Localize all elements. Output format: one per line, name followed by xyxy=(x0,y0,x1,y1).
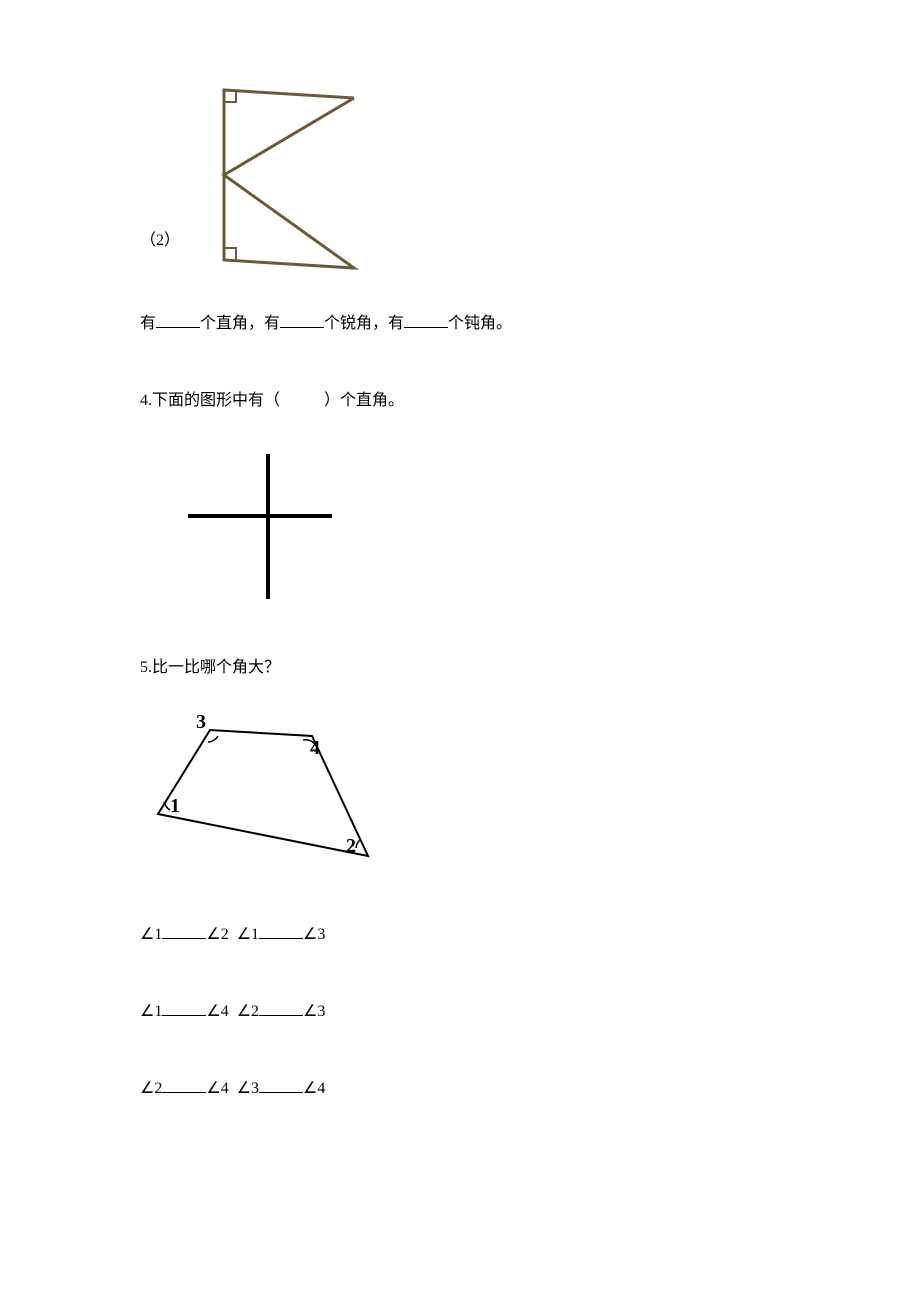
q5-r1-a1: ∠1 xyxy=(140,1003,162,1020)
q5-r0-a2: ∠2 xyxy=(206,926,228,943)
q4-figure xyxy=(170,444,780,614)
q3-k-shape xyxy=(184,80,374,280)
q3-t2: 个直角，有 xyxy=(200,315,280,332)
q3-figure-row: （2） xyxy=(140,80,780,280)
q3-blank-1[interactable] xyxy=(156,311,200,328)
q5-label-4: 4 xyxy=(310,737,320,759)
q5-r1-blank-a[interactable] xyxy=(162,999,206,1016)
q3-t3: 个锐角，有 xyxy=(324,315,404,332)
q5-label-1: 1 xyxy=(170,795,180,817)
q5-r0-blank-a[interactable] xyxy=(162,922,206,939)
q3-t4: 个钝角。 xyxy=(448,315,512,332)
q5-r2-a1: ∠2 xyxy=(140,1080,162,1097)
q3-blank-3[interactable] xyxy=(404,311,448,328)
q5-r0-blank-b[interactable] xyxy=(259,922,303,939)
page: （2） 有 个直角，有 个锐角，有 个钝角。 4.下面的图形中有（ ）个直角。 5.比一… xyxy=(0,0,920,1212)
q5-quadrilateral: 1 3 4 2 xyxy=(140,706,390,876)
q5-r1-a2: ∠4 xyxy=(206,1003,228,1020)
q5-r2-blank-a[interactable] xyxy=(162,1076,206,1093)
q4-cross xyxy=(170,444,350,609)
q5-r1-b1: ∠2 xyxy=(237,1003,259,1020)
q5-prompt: 5.比一比哪个角大？ xyxy=(140,654,780,683)
q5-r2-b1: ∠3 xyxy=(237,1080,259,1097)
q5-r1-blank-b[interactable] xyxy=(259,999,303,1016)
q5-r0-a1: ∠1 xyxy=(140,926,162,943)
q5-row-2: ∠2 ∠4 ∠3 ∠4 xyxy=(140,1075,780,1104)
q3-blank-2[interactable] xyxy=(280,311,324,328)
q3-t1: 有 xyxy=(140,315,156,332)
q5-r2-blank-b[interactable] xyxy=(259,1076,303,1093)
q5-figure: 1 3 4 2 xyxy=(140,706,780,881)
q5-label-3: 3 xyxy=(196,711,206,733)
q5-row-1: ∠1 ∠4 ∠2 ∠3 xyxy=(140,998,780,1027)
q3-label: （2） xyxy=(140,226,180,250)
q4-prompt-post: ）个直角。 xyxy=(324,392,404,409)
q5-label-2: 2 xyxy=(346,835,356,857)
q4-prompt-pre: 4.下面的图形中有（ xyxy=(140,392,280,409)
q5-r2-b2: ∠4 xyxy=(303,1080,325,1097)
q5-r0-b1: ∠1 xyxy=(237,926,259,943)
q5-row-0: ∠1 ∠2 ∠1 ∠3 xyxy=(140,921,780,950)
q5-r0-b2: ∠3 xyxy=(303,926,325,943)
q4-prompt: 4.下面的图形中有（ ）个直角。 xyxy=(140,387,780,416)
q3-sentence: 有 个直角，有 个锐角，有 个钝角。 xyxy=(140,310,780,339)
q5-r1-b2: ∠3 xyxy=(303,1003,325,1020)
q5-r2-a2: ∠4 xyxy=(206,1080,228,1097)
